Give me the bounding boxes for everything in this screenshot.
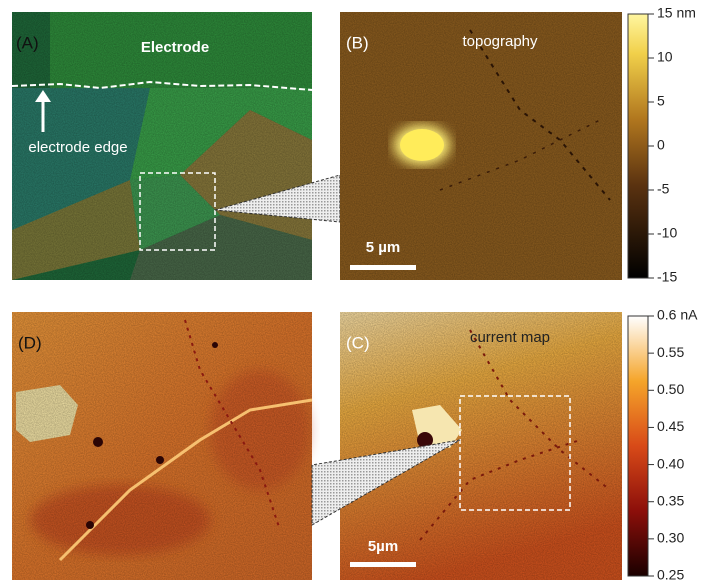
panel-label: (C) — [346, 333, 370, 352]
panel-label: (B) — [346, 33, 369, 52]
panel-c: 5µm (C) current map — [312, 312, 622, 580]
tick-label: 0.25 — [657, 567, 684, 583]
tick-label: 5 — [657, 93, 665, 109]
scale-label: 5µm — [368, 538, 398, 555]
figure: (A) Electrode electrode edge 5 µm (B) to… — [0, 0, 727, 585]
tick-label: 0.6 nA — [657, 307, 698, 323]
tick-label: 0.30 — [657, 530, 684, 546]
colorbar — [628, 14, 648, 278]
panel-label: (D) — [18, 333, 42, 352]
tick-label: 0.35 — [657, 492, 684, 508]
title: topography — [462, 33, 538, 50]
tick-label: 0.45 — [657, 418, 684, 434]
tick-label: 0 — [657, 137, 665, 153]
panel-label: (A) — [16, 33, 39, 52]
scale-bar — [350, 562, 416, 567]
tick-label: -5 — [657, 181, 670, 197]
scale-label: 5 µm — [366, 239, 401, 256]
particle — [400, 129, 444, 161]
panel-a: (A) Electrode electrode edge — [12, 12, 340, 280]
defect — [156, 456, 164, 464]
defect — [212, 342, 218, 348]
texture — [12, 312, 312, 580]
panel-b: 5 µm (B) topography — [340, 12, 622, 280]
colorbar — [628, 316, 648, 576]
title: current map — [470, 329, 550, 346]
tick-label: -15 — [657, 269, 677, 285]
tick-label: 0.55 — [657, 344, 684, 360]
defect — [86, 521, 94, 529]
defect — [93, 437, 103, 447]
tick-label: 10 — [657, 49, 673, 65]
scale-bar — [350, 265, 416, 270]
tick-label: 0.50 — [657, 381, 684, 397]
tick-label: -10 — [657, 225, 677, 241]
panel-d: (D) — [12, 312, 312, 580]
tick-label: 15 nm — [657, 5, 696, 21]
title: Electrode — [141, 39, 209, 56]
annotation: electrode edge — [28, 139, 127, 156]
tick-label: 0.40 — [657, 455, 684, 471]
